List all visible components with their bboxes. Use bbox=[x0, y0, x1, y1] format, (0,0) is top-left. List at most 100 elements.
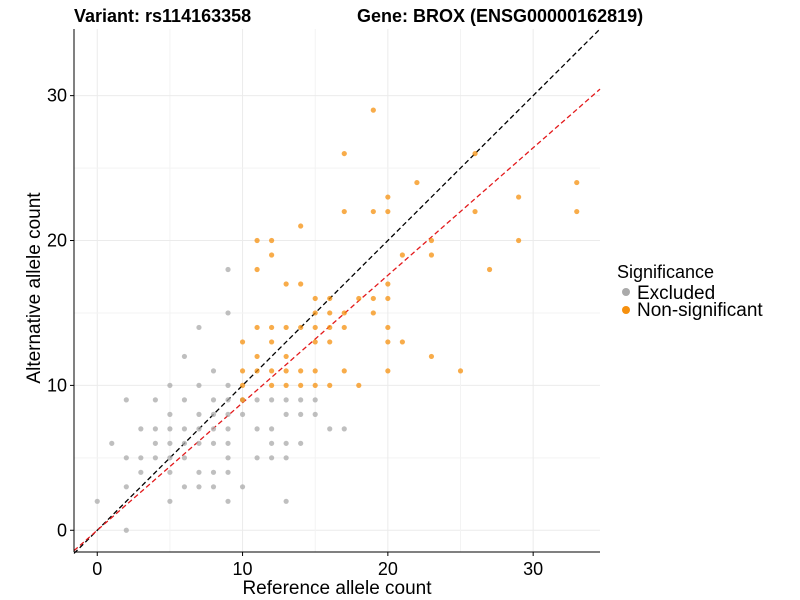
point-excluded bbox=[181, 455, 188, 461]
data-points bbox=[94, 107, 580, 533]
point-excluded bbox=[239, 411, 246, 417]
point-excluded bbox=[123, 484, 129, 490]
reference-lines bbox=[73, 28, 601, 554]
point-non-significant bbox=[385, 339, 391, 345]
point-excluded bbox=[298, 397, 304, 403]
point-non-significant bbox=[356, 295, 362, 302]
point-excluded bbox=[298, 440, 304, 446]
grid bbox=[74, 29, 600, 552]
point-excluded bbox=[210, 484, 217, 490]
point-non-significant bbox=[312, 310, 318, 316]
point-excluded bbox=[210, 440, 217, 446]
point-excluded bbox=[225, 455, 231, 461]
point-non-significant bbox=[283, 324, 289, 331]
point-non-significant bbox=[341, 150, 347, 157]
point-non-significant bbox=[385, 295, 391, 302]
point-non-significant bbox=[298, 368, 304, 374]
point-excluded bbox=[210, 397, 217, 403]
point-excluded bbox=[138, 455, 144, 461]
point-excluded bbox=[138, 469, 144, 475]
point-non-significant bbox=[385, 368, 391, 374]
point-excluded bbox=[283, 455, 289, 461]
legend: Significance Excluded Non-significant bbox=[617, 262, 763, 321]
point-excluded bbox=[254, 426, 260, 432]
point-excluded bbox=[152, 455, 158, 461]
point-excluded bbox=[283, 397, 289, 403]
legend-swatch-excluded bbox=[622, 288, 630, 296]
point-excluded bbox=[269, 440, 275, 446]
point-excluded bbox=[254, 455, 260, 461]
point-excluded bbox=[123, 397, 129, 403]
y-tick-label: 10 bbox=[47, 375, 67, 395]
point-non-significant bbox=[385, 194, 391, 200]
point-excluded bbox=[269, 397, 275, 403]
point-excluded bbox=[225, 266, 231, 273]
point-non-significant bbox=[327, 295, 333, 302]
point-excluded bbox=[225, 469, 231, 475]
point-excluded bbox=[152, 440, 158, 446]
point-non-significant bbox=[327, 339, 333, 345]
point-excluded bbox=[196, 382, 202, 388]
point-non-significant bbox=[370, 295, 376, 302]
point-excluded bbox=[94, 498, 100, 504]
x-tick-label: 30 bbox=[523, 559, 543, 579]
point-non-significant bbox=[283, 368, 289, 374]
point-non-significant bbox=[269, 339, 275, 345]
y-axis-label: Alternative allele count bbox=[24, 192, 45, 384]
y-tick-label: 0 bbox=[57, 520, 67, 540]
point-non-significant bbox=[356, 382, 362, 388]
point-excluded bbox=[312, 411, 318, 417]
point-non-significant bbox=[428, 237, 435, 244]
point-excluded bbox=[167, 411, 173, 417]
point-non-significant bbox=[486, 266, 493, 273]
point-excluded bbox=[152, 397, 158, 403]
point-excluded bbox=[298, 411, 304, 417]
point-non-significant bbox=[254, 237, 260, 244]
point-excluded bbox=[269, 455, 275, 461]
point-excluded bbox=[196, 324, 202, 331]
point-excluded bbox=[109, 440, 115, 446]
point-excluded bbox=[210, 368, 217, 374]
point-excluded bbox=[167, 440, 173, 446]
variant-title: Variant: rs114163358 bbox=[74, 6, 251, 26]
point-excluded bbox=[181, 426, 188, 432]
point-excluded bbox=[210, 426, 217, 432]
legend-swatch-non-significant bbox=[622, 306, 630, 314]
x-tick-label: 0 bbox=[92, 559, 102, 579]
point-non-significant bbox=[385, 281, 391, 287]
point-non-significant bbox=[457, 368, 464, 374]
point-non-significant bbox=[312, 295, 318, 302]
point-excluded bbox=[312, 397, 318, 403]
point-excluded bbox=[210, 411, 217, 417]
point-non-significant bbox=[341, 368, 347, 374]
y-tick-label: 20 bbox=[47, 231, 67, 251]
point-excluded bbox=[123, 455, 129, 461]
legend-label-excluded: Excluded bbox=[637, 283, 715, 304]
x-axis-label: Reference allele count bbox=[242, 578, 432, 599]
legend-label-non-significant: Non-significant bbox=[637, 300, 763, 321]
point-non-significant bbox=[254, 324, 260, 331]
point-non-significant bbox=[414, 179, 420, 186]
point-non-significant bbox=[428, 353, 435, 360]
point-non-significant bbox=[399, 252, 405, 258]
point-excluded bbox=[283, 498, 289, 504]
point-non-significant bbox=[239, 397, 246, 403]
point-non-significant bbox=[283, 281, 289, 287]
point-non-significant bbox=[298, 382, 304, 388]
point-non-significant bbox=[385, 324, 391, 331]
point-non-significant bbox=[516, 237, 522, 244]
point-non-significant bbox=[283, 382, 289, 388]
point-excluded bbox=[225, 310, 231, 316]
point-non-significant bbox=[269, 382, 275, 388]
point-excluded bbox=[123, 527, 129, 533]
point-excluded bbox=[254, 397, 260, 403]
point-non-significant bbox=[385, 208, 391, 215]
legend-title: Significance bbox=[617, 262, 714, 282]
point-excluded bbox=[283, 411, 289, 417]
point-non-significant bbox=[370, 310, 376, 316]
point-non-significant bbox=[298, 223, 304, 229]
point-non-significant bbox=[327, 310, 333, 316]
point-non-significant bbox=[269, 252, 275, 258]
point-non-significant bbox=[574, 179, 580, 186]
